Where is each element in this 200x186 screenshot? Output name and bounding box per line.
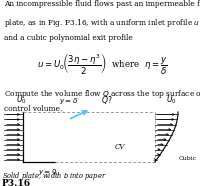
- Text: control volume.: control volume.: [4, 105, 62, 113]
- Text: $U_0$: $U_0$: [166, 93, 176, 106]
- Text: and a cubic polynomial exit profile: and a cubic polynomial exit profile: [4, 34, 133, 42]
- Text: Solid plate, width $b$ into paper: Solid plate, width $b$ into paper: [2, 170, 107, 182]
- Text: $Q?$: $Q?$: [101, 94, 113, 106]
- Text: plate, as in Fig. P3.16, with a uniform inlet profile $u = U_0$: plate, as in Fig. P3.16, with a uniform …: [4, 17, 200, 29]
- Text: Cubic: Cubic: [179, 156, 197, 161]
- Text: CV: CV: [115, 143, 125, 151]
- Text: $U_0$: $U_0$: [16, 93, 26, 106]
- Text: $y=0$: $y=0$: [38, 167, 58, 177]
- Text: $u = U_0\!\left(\dfrac{3\eta - \eta^3}{2}\right)$  where  $\eta = \dfrac{y}{\del: $u = U_0\!\left(\dfrac{3\eta - \eta^3}{2…: [37, 51, 168, 76]
- Text: An incompressible fluid flows past an impermeable flat: An incompressible fluid flows past an im…: [4, 0, 200, 8]
- Text: $y=\delta$: $y=\delta$: [59, 96, 79, 106]
- Text: Compute the volume flow $Q$ across the top surface of the: Compute the volume flow $Q$ across the t…: [4, 88, 200, 100]
- Text: P3.16: P3.16: [2, 179, 31, 186]
